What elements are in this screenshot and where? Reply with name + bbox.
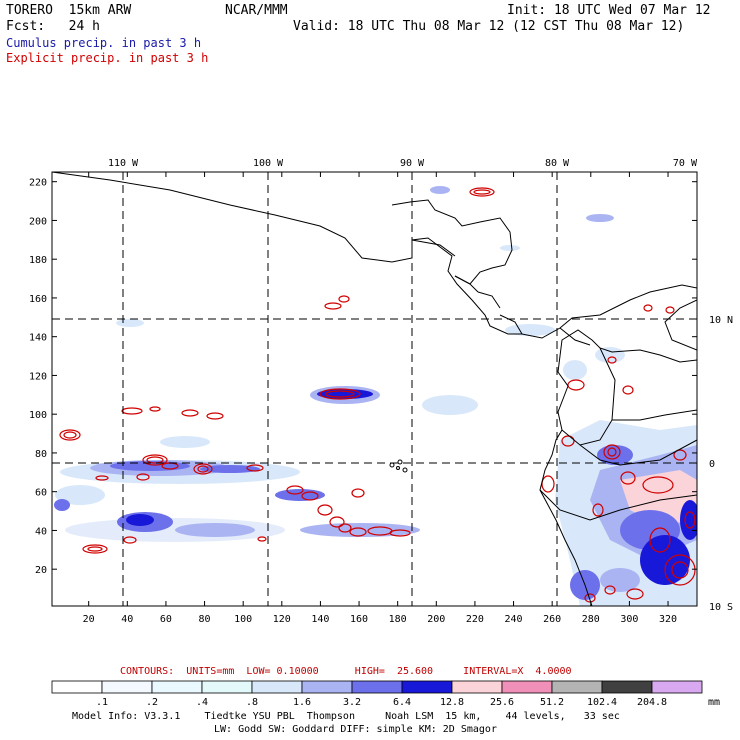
y-tick-label: 180 <box>29 255 47 266</box>
init-time: Init: 18 UTC Wed 07 Mar 12 <box>507 3 711 18</box>
x-tick-label: 100 <box>234 614 252 625</box>
longitude-label: 80 W <box>545 158 570 169</box>
colorbar-swatch <box>551 680 603 694</box>
colorbar-swatch <box>501 680 553 694</box>
coastlines <box>52 172 697 606</box>
latitude-label: 10 N <box>709 315 733 326</box>
y-tick-label: 220 <box>29 178 47 189</box>
colorbar-swatch <box>401 680 453 694</box>
x-tick-label: 60 <box>160 614 172 625</box>
colorbar-label: 102.4 <box>586 697 618 708</box>
longitude-label: 100 W <box>253 158 284 169</box>
colorbar-label: 204.8 <box>636 697 668 708</box>
x-tick-label: 240 <box>505 614 523 625</box>
colorbar-label: .4 <box>195 697 209 708</box>
colorbar-label: 51.2 <box>539 697 565 708</box>
colorbar-swatch <box>251 680 303 694</box>
colorbar-swatch <box>201 680 253 694</box>
y-tick-label: 120 <box>29 371 47 382</box>
map-frame <box>51 171 698 607</box>
y-tick-label: 80 <box>35 449 47 460</box>
x-tick-label: 260 <box>543 614 561 625</box>
y-tick-label: 20 <box>35 565 47 576</box>
x-tick-label: 140 <box>311 614 329 625</box>
map-field <box>52 172 697 606</box>
axis-tick-labels: 20 40 60 80 100 120 140 160 180 200 220 240 260 280 30… <box>29 158 733 625</box>
colorbar-swatch <box>151 680 203 694</box>
longitude-label: 110 W <box>108 158 139 169</box>
x-tick-label: 180 <box>389 614 407 625</box>
explicit-legend: Explicit precip. in past 3 h <box>6 51 209 65</box>
latitude-label: 10 S <box>709 602 733 613</box>
y-tick-label: 40 <box>35 526 47 537</box>
model-info-line2: LW: Godd SW: Goddard DIFF: simple KM: 2D… <box>214 724 497 735</box>
colorbar-label: 1.6 <box>292 697 312 708</box>
x-tick-label: 220 <box>466 614 484 625</box>
colorbar-swatch <box>351 680 403 694</box>
colorbar-swatch <box>101 680 153 694</box>
cumulus-shading <box>54 186 697 606</box>
colorbar-label: 12.8 <box>439 697 465 708</box>
cumulus-legend: Cumulus precip. in past 3 h <box>6 36 202 50</box>
y-tick-label: 160 <box>29 294 47 305</box>
colorbar-swatch <box>601 680 653 694</box>
colorbar-label: .2 <box>145 697 159 708</box>
x-tick-label: 200 <box>427 614 445 625</box>
colorbar-swatch <box>451 680 503 694</box>
x-tick-label: 80 <box>199 614 211 625</box>
x-tick-label: 40 <box>121 614 133 625</box>
colorbar-label: .1 <box>95 697 109 708</box>
colorbar-swatch <box>301 680 353 694</box>
x-tick-label: 20 <box>83 614 95 625</box>
longitude-label: 90 W <box>400 158 425 169</box>
y-tick-label: 140 <box>29 333 47 344</box>
model-info-line1: Model Info: V3.3.1 Tiedtke YSU PBL Thomp… <box>72 711 620 722</box>
contour-info: CONTOURS: UNITS=mm LOW= 0.10000 HIGH= 25… <box>120 666 572 677</box>
forecast-hour: Fcst: 24 h <box>6 19 100 34</box>
colorbar-swatch <box>51 680 103 694</box>
latitude-label: 0 <box>709 459 715 470</box>
colorbar-unit: mm <box>708 697 721 708</box>
colorbar-label: .8 <box>245 697 259 708</box>
y-tick-label: 60 <box>35 488 47 499</box>
longitude-label: 70 W <box>673 158 698 169</box>
graticule <box>52 172 697 606</box>
colorbar-label: 6.4 <box>392 697 412 708</box>
organization-label: NCAR/MMM <box>225 3 288 18</box>
colorbar-label: 25.6 <box>489 697 515 708</box>
x-tick-label: 320 <box>659 614 677 625</box>
colorbar-label: 3.2 <box>342 697 362 708</box>
x-tick-label: 120 <box>273 614 291 625</box>
valid-time: Valid: 18 UTC Thu 08 Mar 12 (12 CST Thu … <box>293 19 685 34</box>
model-title: TORERO 15km ARW <box>6 3 132 18</box>
x-tick-label: 160 <box>350 614 368 625</box>
x-tick-label: 280 <box>582 614 600 625</box>
explicit-contours <box>59 187 696 603</box>
y-tick-label: 200 <box>29 216 47 227</box>
axis-ticks <box>52 172 697 606</box>
colorbar-swatch <box>651 680 703 694</box>
x-tick-label: 300 <box>620 614 638 625</box>
colorbar <box>51 680 703 694</box>
y-tick-label: 100 <box>29 410 47 421</box>
